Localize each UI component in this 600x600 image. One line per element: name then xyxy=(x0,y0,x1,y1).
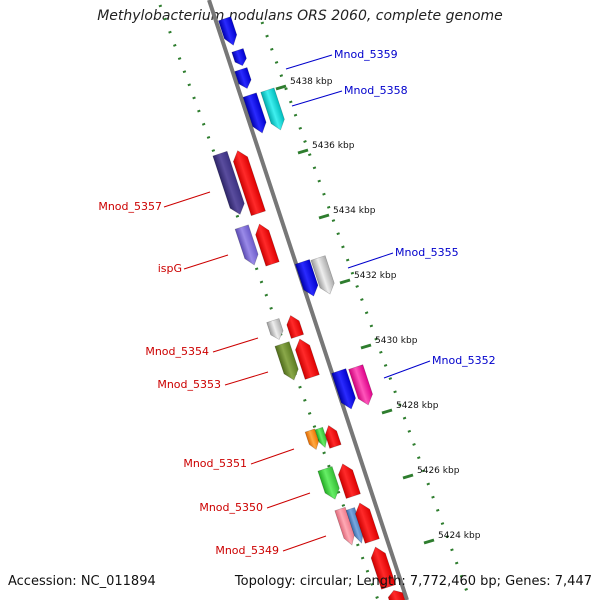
tick-label: 5432 kbp xyxy=(354,271,397,281)
label-leader-line xyxy=(282,535,327,552)
gene-orange-5351[interactable] xyxy=(304,428,321,451)
label-leader-line xyxy=(250,448,295,465)
gene-green-small-5351[interactable] xyxy=(314,426,329,449)
label-leader-line xyxy=(212,337,259,353)
label-leader-line xyxy=(266,492,311,509)
gene-label-mnod-5349[interactable]: Mnod_5349 xyxy=(215,544,279,557)
tick-mark xyxy=(423,538,435,545)
gene-label-mnod-5350[interactable]: Mnod_5350 xyxy=(199,501,263,514)
gene-green-5350[interactable] xyxy=(317,466,342,501)
tick-label: 5434 kbp xyxy=(333,206,376,216)
accession-label: Accession: NC_011894 xyxy=(8,574,156,589)
tick-label: 5424 kbp xyxy=(438,531,481,541)
gene-navy[interactable] xyxy=(212,150,247,216)
tick-mark xyxy=(339,278,351,285)
tick-label: 5426 kbp xyxy=(417,466,460,476)
gene-salmon-5349[interactable] xyxy=(334,506,357,547)
gene-blue-mid[interactable] xyxy=(242,92,269,135)
label-leader-line xyxy=(383,360,431,379)
gene-gray-5354[interactable] xyxy=(266,318,286,341)
label-leader-line xyxy=(291,90,343,107)
gene-label-mnod-5351[interactable]: Mnod_5351 xyxy=(183,457,247,470)
map-title: Methylobacterium nodulans ORS 2060, comp… xyxy=(97,8,503,24)
gene-mnod-5358[interactable] xyxy=(260,87,287,132)
gene-mnod-5357[interactable] xyxy=(231,148,266,217)
tick-mark xyxy=(381,408,393,415)
gene-label-mnod-5353[interactable]: Mnod_5353 xyxy=(157,378,221,391)
gene-label-ispg[interactable]: ispG xyxy=(158,262,182,275)
gene-blue-top[interactable] xyxy=(218,16,239,48)
tick-mark xyxy=(275,84,287,91)
gene-steel-5349[interactable] xyxy=(345,507,366,544)
gene-mnod-5359[interactable] xyxy=(234,67,254,90)
gene-red-bottom[interactable] xyxy=(368,545,397,590)
tick-mark xyxy=(318,213,330,220)
label-leader-line xyxy=(163,191,211,208)
gene-label-mnod-5358[interactable]: Mnod_5358 xyxy=(344,84,408,97)
gene-label-mnod-5352[interactable]: Mnod_5352 xyxy=(432,354,496,367)
gene-olive-5353[interactable] xyxy=(274,341,301,383)
gene-mnod-5351[interactable] xyxy=(323,424,342,449)
gene-label-mnod-5355[interactable]: Mnod_5355 xyxy=(395,246,459,259)
label-leader-line xyxy=(183,254,229,270)
gene-mnod-5349[interactable] xyxy=(353,501,380,544)
gene-ispg-lavender[interactable] xyxy=(234,224,261,267)
gene-gray-5355[interactable] xyxy=(310,255,337,297)
tick-label: 5436 kbp xyxy=(312,141,355,151)
gene-label-mnod-5359[interactable]: Mnod_5359 xyxy=(334,48,398,61)
tick-mark xyxy=(402,473,414,480)
gene-blue-small[interactable] xyxy=(231,48,248,68)
tick-label: 5438 kbp xyxy=(290,77,333,87)
gene-mnod-5352[interactable] xyxy=(331,368,359,412)
label-leader-line xyxy=(347,252,394,269)
gene-pink-5352[interactable] xyxy=(348,364,376,408)
label-leader-line xyxy=(224,371,269,386)
genome-backbone xyxy=(207,0,409,600)
gene-ispg[interactable] xyxy=(253,222,280,267)
gene-mnod-5353[interactable] xyxy=(293,337,320,380)
tick-mark xyxy=(297,148,309,155)
gene-mnod-5355[interactable] xyxy=(294,259,321,299)
genome-summary: Topology: circular; Length: 7,772,460 bp… xyxy=(234,574,592,589)
label-leader-line xyxy=(285,54,333,70)
tick-label: 5428 kbp xyxy=(396,401,439,411)
gene-mnod-5350[interactable] xyxy=(336,462,361,499)
gene-mnod-5354[interactable] xyxy=(284,314,305,339)
gene-label-mnod-5354[interactable]: Mnod_5354 xyxy=(145,345,209,358)
gene-red-edge[interactable] xyxy=(387,588,406,600)
gene-label-mnod-5357[interactable]: Mnod_5357 xyxy=(98,200,162,213)
tick-mark xyxy=(360,343,372,350)
tick-label: 5430 kbp xyxy=(375,336,418,346)
